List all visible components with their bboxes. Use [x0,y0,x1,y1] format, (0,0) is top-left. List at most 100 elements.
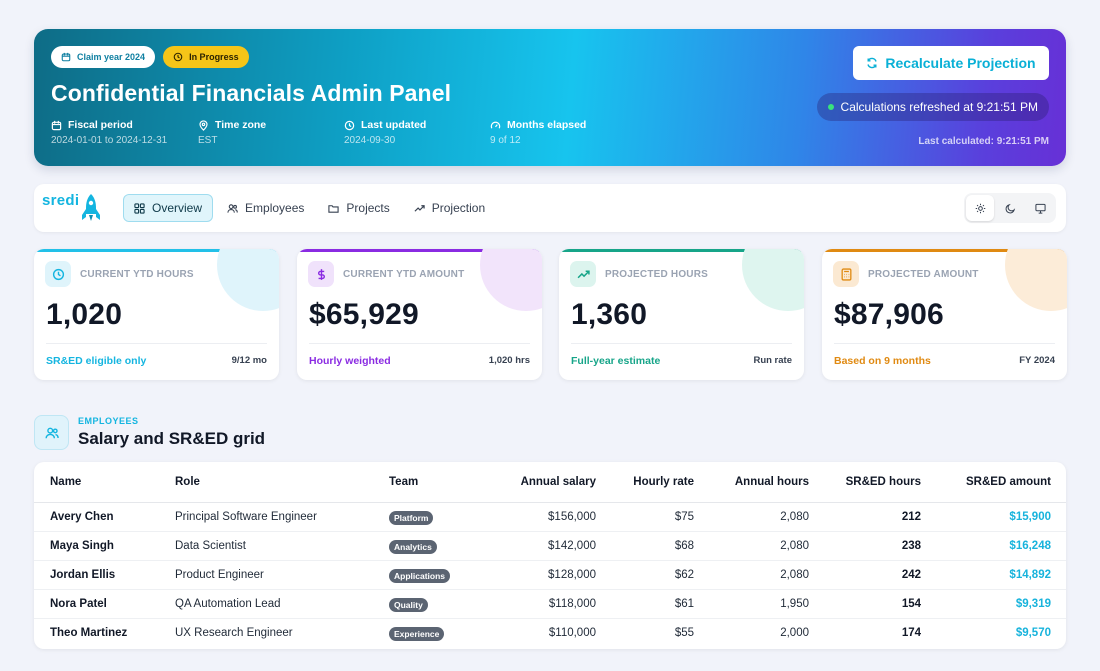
column-header-annual-salary[interactable]: Annual salary [520,476,596,488]
cell-name: Maya Singh [50,540,114,552]
table-header: Name Role Team Annual salary Hourly rate… [34,462,1066,503]
team-badge: Quality [389,598,428,612]
stat-card-projected-amount: PROJECTED AMOUNT $87,906 Based on 9 mont… [822,249,1067,380]
moon-icon [1005,203,1015,213]
column-header-sred-hours[interactable]: SR&ED hours [845,476,921,488]
column-header-annual-hours[interactable]: Annual hours [734,476,809,488]
column-header-sred-amount[interactable]: SR&ED amount [966,476,1051,488]
sun-icon [975,203,985,213]
cell-sred-amount: $15,900 [1009,511,1051,523]
table-row[interactable]: Avery Chen Principal Software Engineer P… [34,503,1066,532]
cell-role: Product Engineer [175,569,264,581]
system-theme-button[interactable] [1026,195,1054,221]
table-row[interactable]: Jordan Ellis Product Engineer Applicatio… [34,561,1066,590]
cell-name: Avery Chen [50,511,114,523]
column-header-hourly-rate[interactable]: Hourly rate [633,476,694,488]
top-nav: sredi Overview Employees Projects Projec… [34,184,1066,232]
card-side-note: FY 2024 [1019,355,1055,366]
column-header-team[interactable]: Team [389,476,419,488]
status-badge: In Progress [163,46,249,68]
cell-name: Theo Martinez [50,627,128,639]
card-side-note: 1,020 hrs [488,355,530,366]
stat-card-ytd-amount: CURRENT YTD AMOUNT $65,929 Hourly weight… [297,249,542,380]
tab-projects[interactable]: Projects [318,194,399,222]
refresh-icon [867,57,878,69]
cell-sred-amount: $9,570 [1015,627,1051,639]
cell-hourly-rate: $62 [674,569,694,581]
table-row[interactable]: Theo Martinez UX Research Engineer Exper… [34,619,1066,648]
table-row[interactable]: Nora Patel QA Automation Lead Quality $1… [34,590,1066,619]
recalculate-projection-button[interactable]: Recalculate Projection [853,46,1049,80]
tab-label: Projects [346,201,390,215]
cell-name: Nora Patel [50,598,107,610]
trend-up-icon [577,269,590,278]
refresh-status-pill: Calculations refreshed at 9:21:51 PM [816,93,1049,121]
card-decoration [1005,249,1067,311]
claim-year-badge: Claim year 2024 [51,46,156,68]
light-theme-button[interactable] [966,195,994,221]
cell-annual-salary: $128,000 [548,569,596,581]
meta-time-zone: Time zone EST [198,119,266,146]
hero-badges: Claim year 2024 In Progress [51,46,249,68]
cell-annual-salary: $118,000 [548,598,596,610]
cell-annual-hours: 1,950 [780,598,809,610]
card-accent-bar [822,249,1067,252]
team-badge: Analytics [389,540,437,554]
card-decoration [217,249,279,311]
clock-icon [52,268,64,280]
cell-sred-hours: 242 [901,569,921,581]
page-title: Confidential Financials Admin Panel [51,80,452,106]
meta-last-updated: Last updated 2024-09-30 [344,119,426,146]
meta-fiscal-period: Fiscal period 2024-01-01 to 2024-12-31 [51,119,167,146]
cell-sred-hours: 174 [901,627,921,639]
cell-hourly-rate: $75 [674,511,694,523]
status-dot [827,104,834,110]
tab-overview[interactable]: Overview [123,194,214,222]
meta-value: 2024-01-01 to 2024-12-31 [51,135,168,146]
card-footnote: Hourly weighted [309,355,391,367]
card-value: $65,929 [309,298,419,331]
cell-sred-amount: $9,319 [1015,598,1051,610]
cell-annual-hours: 2,080 [780,569,809,581]
calculator-icon [841,267,851,281]
cell-sred-amount: $14,892 [1009,569,1051,581]
team-badge: Experience [389,627,445,641]
team-badge: Applications [389,569,451,583]
card-icon-box [308,261,334,287]
hero-banner: Claim year 2024 In Progress Confidential… [34,29,1066,166]
tab-projection[interactable]: Projection [404,194,495,222]
dollar-icon [317,268,325,280]
card-divider [309,343,530,344]
card-footnote: SR&ED eligible only [46,355,147,367]
recalculate-label: Recalculate Projection [885,55,1036,71]
cell-role: Data Scientist [175,540,246,552]
column-header-role[interactable]: Role [175,476,200,488]
card-icon-box [45,261,71,287]
logo[interactable]: sredi [42,192,102,223]
card-title: PROJECTED AMOUNT [868,269,979,280]
tab-employees[interactable]: Employees [217,194,314,222]
card-title: CURRENT YTD HOURS [80,269,194,280]
table-row[interactable]: Maya Singh Data Scientist Analytics $142… [34,532,1066,561]
section-title: Salary and SR&ED grid [78,429,266,448]
meta-label: Time zone [215,119,267,131]
meta-label: Months elapsed [507,119,587,131]
column-header-name[interactable]: Name [50,476,82,488]
cell-role: Principal Software Engineer [175,511,317,523]
cell-annual-hours: 2,080 [780,511,809,523]
calendar-icon [51,120,62,130]
card-title: PROJECTED HOURS [605,269,709,280]
tab-label: Overview [152,201,203,215]
monitor-icon [1034,203,1046,214]
cell-role: UX Research Engineer [175,627,293,639]
last-calculated-text: Last calculated: 9:21:51 PM [918,136,1049,147]
card-side-note: 9/12 mo [231,355,267,366]
trend-up-icon [414,204,425,212]
status-text: In Progress [189,52,239,62]
cell-annual-salary: $156,000 [548,511,596,523]
dark-theme-button[interactable] [996,195,1024,221]
meta-value: EST [198,135,218,146]
cell-role: QA Automation Lead [175,598,281,610]
clock-icon [173,52,183,62]
card-title: CURRENT YTD AMOUNT [343,269,465,280]
